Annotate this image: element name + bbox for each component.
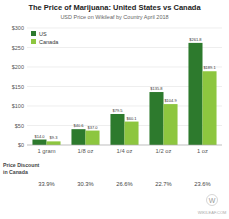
discount-value: 26.6%	[116, 181, 132, 187]
data-labels: $14.0 $40.6 $79.5 $135.8 $261.8 $9.3 $37.0 $60.…	[34, 37, 216, 140]
data-label: $135.8	[150, 86, 163, 91]
watermark-circle	[207, 195, 218, 206]
legend: US Canada	[31, 31, 59, 45]
x-tick-label: 1/4 oz	[117, 148, 133, 154]
subtitle: USD Price on Wikileaf by Country April 2…	[60, 14, 168, 20]
bar	[110, 114, 124, 145]
watermark: W	[209, 197, 216, 204]
grid	[27, 28, 222, 145]
y-tick-label: $50	[15, 123, 24, 129]
grid-line	[27, 28, 222, 29]
y-tick-label: $100	[12, 103, 24, 109]
data-label: $104.9	[164, 98, 177, 103]
chart: The Price of Marijuana: United States vs…	[0, 0, 229, 219]
data-label: $40.6	[73, 123, 84, 128]
watermark-text: WIKILEAF.COM	[198, 210, 227, 215]
bar	[86, 131, 100, 145]
discount-value: 22.7%	[155, 181, 171, 187]
discount-label: Price Discountin Canada	[3, 162, 40, 175]
legend-label: US	[39, 31, 47, 37]
data-label: $79.5	[112, 108, 123, 113]
bar	[203, 71, 217, 145]
legend-swatch	[31, 39, 36, 44]
bar	[32, 140, 46, 145]
data-label: $60.1	[127, 116, 138, 121]
y-tick-label: $300	[12, 25, 24, 31]
bar	[164, 104, 178, 145]
x-axis	[27, 145, 222, 146]
y-tick-label: $0	[18, 142, 24, 148]
title: The Price of Marijuana: United States vs…	[28, 3, 201, 12]
data-label: $189.1	[203, 65, 216, 70]
y-tick-label: $200	[12, 64, 24, 70]
data-label: $261.8	[189, 37, 202, 42]
discount-value: 33.9%	[38, 181, 54, 187]
bar	[125, 122, 139, 145]
y-tick-label: $250	[12, 45, 24, 51]
x-tick-label: 1 gram	[37, 148, 55, 154]
legend-label: Canada	[39, 39, 59, 45]
bar	[149, 92, 163, 145]
data-label: $14.0	[34, 134, 45, 139]
bar	[188, 43, 202, 145]
bar	[47, 141, 61, 145]
discount-value: 30.3%	[77, 181, 93, 187]
discount-value: 23.6%	[194, 181, 210, 187]
legend-swatch	[31, 31, 36, 36]
x-tick-label: 1/8 oz	[78, 148, 94, 154]
bar	[71, 129, 85, 145]
x-tick-label: 1/2 oz	[156, 148, 172, 154]
data-label: $9.3	[50, 135, 59, 140]
x-tick-label: 1 oz	[197, 148, 208, 154]
data-label: $37.0	[88, 125, 99, 130]
y-tick-label: $150	[12, 84, 24, 90]
bars	[32, 43, 216, 145]
